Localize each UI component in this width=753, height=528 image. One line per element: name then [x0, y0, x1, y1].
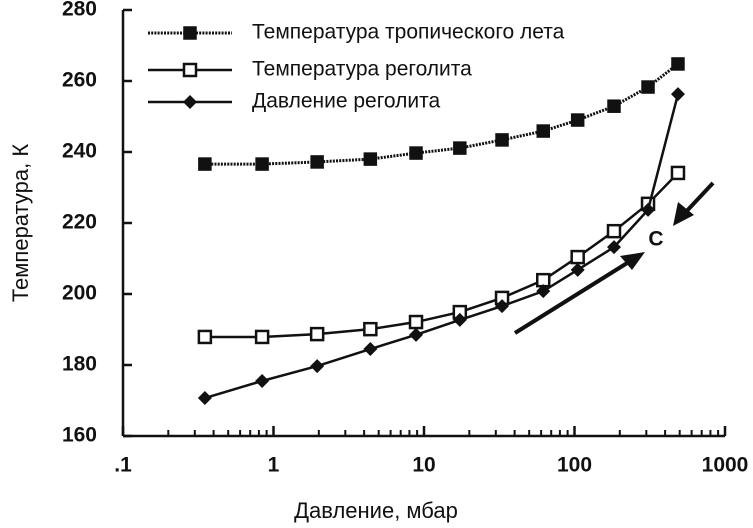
point	[310, 155, 324, 169]
point	[255, 157, 269, 171]
point	[183, 95, 197, 109]
point	[254, 329, 270, 345]
point	[363, 152, 378, 166]
point	[309, 326, 325, 342]
x-tick-label: 1000	[702, 454, 749, 477]
point	[409, 327, 424, 342]
x-tick-label: .1	[114, 454, 132, 477]
series-line	[204, 172, 679, 339]
legend-label: Температура реголита	[252, 58, 472, 81]
point	[453, 141, 467, 155]
y-tick-label: 220	[62, 211, 97, 234]
y-tick-label: 180	[62, 353, 97, 376]
point	[198, 157, 212, 171]
y-tick-label: 260	[62, 69, 97, 92]
point	[606, 223, 622, 239]
point	[363, 321, 378, 337]
point	[606, 240, 621, 255]
series-line	[204, 93, 680, 400]
point	[671, 57, 685, 71]
point	[536, 284, 551, 299]
point	[197, 329, 213, 345]
y-tick-label: 200	[62, 282, 97, 305]
point	[182, 62, 198, 78]
point	[641, 80, 655, 94]
point	[670, 165, 686, 181]
y-tick-label: 280	[62, 0, 97, 21]
point	[495, 299, 510, 314]
arrow-head	[620, 252, 645, 270]
legend-label: Давление реголита	[252, 90, 440, 113]
x-tick-label: 1	[268, 454, 280, 477]
y-tick-label: 240	[62, 140, 97, 163]
point	[409, 146, 423, 160]
annotation: C	[648, 228, 663, 251]
point	[670, 87, 685, 102]
point	[570, 249, 585, 265]
point	[570, 113, 585, 127]
x-tick-label: 10	[412, 454, 435, 477]
arrow	[681, 181, 715, 217]
point	[570, 262, 585, 277]
point	[183, 26, 197, 40]
point	[255, 373, 270, 388]
y-tick-label: 160	[62, 424, 97, 447]
point	[641, 202, 656, 217]
x-axis-label: Давление, мбар	[294, 498, 458, 523]
point	[452, 312, 467, 327]
point	[495, 133, 509, 147]
point	[408, 314, 424, 330]
arrow	[513, 258, 634, 335]
arrow-head	[673, 202, 694, 226]
point	[310, 359, 325, 374]
legend-label: Температура тропического лета	[252, 21, 565, 44]
point	[363, 342, 378, 357]
y-axis-label: Температура, К	[8, 144, 33, 302]
point	[607, 99, 621, 113]
point	[536, 124, 551, 138]
x-tick-label: 100	[557, 454, 592, 477]
point	[197, 391, 212, 406]
